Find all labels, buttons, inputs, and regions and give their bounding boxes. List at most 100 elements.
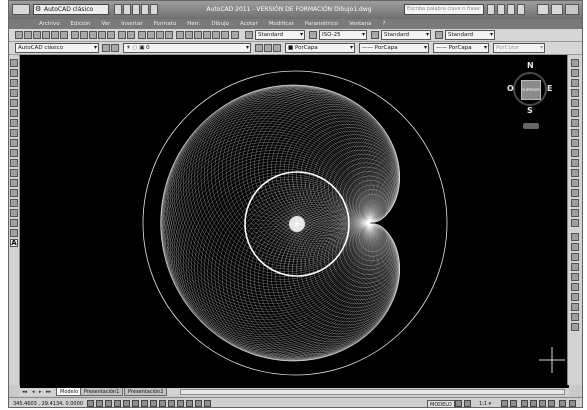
maximize-button[interactable] [551, 4, 563, 15]
tab-nav-next[interactable]: ▸ [39, 389, 42, 395]
block-editor-icon[interactable] [107, 31, 115, 39]
search-icon[interactable] [487, 4, 495, 15]
lineweight-select[interactable]: —— PorCapa [433, 43, 489, 53]
qnew-icon[interactable] [114, 4, 122, 15]
spline-icon[interactable] [10, 139, 18, 147]
dynamic-input-icon[interactable] [168, 400, 175, 407]
zoom-window-icon[interactable] [156, 31, 164, 39]
snap-perpendicular-icon[interactable] [571, 303, 579, 311]
dim-style-select[interactable]: ISO-25 [319, 30, 367, 40]
open-icon[interactable] [24, 31, 32, 39]
viewcube-west[interactable]: O [507, 84, 514, 93]
menu-item-ver[interactable]: Ver [101, 21, 111, 27]
trim-icon[interactable] [571, 149, 579, 157]
layer-states-icon[interactable] [273, 44, 281, 52]
menu-item-modificar[interactable]: Modificar [268, 21, 294, 27]
new-icon[interactable] [15, 31, 23, 39]
drawing-canvas[interactable] [20, 55, 569, 388]
ellipse-arc-icon[interactable] [10, 159, 18, 167]
snap-tangent-icon[interactable] [571, 293, 579, 301]
hardware-acceleration-icon[interactable] [539, 400, 546, 407]
rectangle-icon[interactable] [10, 99, 18, 107]
menu-item-parametrico[interactable]: Paramétrico [304, 21, 339, 27]
break-icon[interactable] [571, 179, 579, 187]
polygon-icon[interactable] [10, 89, 18, 97]
menu-item-ayuda[interactable]: ? [382, 21, 386, 27]
make-current-layer-icon[interactable] [255, 44, 263, 52]
snap-quadrant-icon[interactable] [571, 283, 579, 291]
isolate-objects-icon[interactable] [548, 400, 555, 407]
communication-center-icon[interactable] [497, 4, 505, 15]
snap-from-icon[interactable] [571, 233, 579, 241]
infer-constraints-icon[interactable] [87, 400, 94, 407]
lineweight-icon[interactable] [177, 400, 184, 407]
ortho-mode-icon[interactable] [114, 400, 121, 407]
undo-icon[interactable] [141, 4, 149, 15]
tab-nav-last[interactable]: ▸▸ [46, 389, 52, 395]
annotation-scale[interactable]: 1:1 ▾ [479, 401, 492, 407]
publish-icon[interactable] [60, 31, 68, 39]
rotate-icon[interactable] [571, 119, 579, 127]
region-icon[interactable] [10, 219, 18, 227]
pan-icon[interactable] [138, 31, 146, 39]
quick-properties-icon[interactable] [195, 400, 202, 407]
move-icon[interactable] [571, 109, 579, 117]
snap-endpoint-icon[interactable] [571, 243, 579, 251]
revision-cloud-icon[interactable] [10, 129, 18, 137]
table-icon[interactable] [10, 229, 18, 237]
offset-icon[interactable] [571, 89, 579, 97]
coordinates-readout[interactable]: 345.4603 , 29.4134, 0.0000 [13, 401, 83, 407]
make-block-icon[interactable] [10, 179, 18, 187]
insert-block-icon[interactable] [10, 169, 18, 177]
help-icon[interactable] [231, 31, 239, 39]
mleader-style-select[interactable]: Standard [445, 30, 495, 40]
viewcube[interactable]: N S E O SUPERIOR [507, 59, 555, 133]
plot-icon[interactable] [42, 31, 50, 39]
viewcube-face-top[interactable]: SUPERIOR [521, 80, 541, 100]
redo-icon[interactable] [127, 31, 135, 39]
3d-object-snap-icon[interactable] [141, 400, 148, 407]
tool-palettes-icon[interactable] [194, 31, 202, 39]
fillet-icon[interactable] [571, 209, 579, 217]
line-icon[interactable] [10, 59, 18, 67]
color-select[interactable]: ■ PorCapa [285, 43, 355, 53]
viewcube-east[interactable]: E [547, 84, 553, 93]
annotation-visibility-icon[interactable] [501, 400, 508, 407]
lock-icon[interactable] [530, 400, 537, 407]
gradient-icon[interactable] [10, 209, 18, 217]
paste-icon[interactable] [89, 31, 97, 39]
viewcube-south[interactable]: S [527, 106, 533, 115]
favorites-icon[interactable] [507, 4, 515, 15]
scale-icon[interactable] [571, 129, 579, 137]
stretch-icon[interactable] [571, 139, 579, 147]
chamfer-icon[interactable] [571, 199, 579, 207]
quick-view-layouts-icon[interactable] [455, 400, 462, 407]
polyline-icon[interactable] [10, 79, 18, 87]
quick-view-drawings-icon[interactable] [464, 400, 471, 407]
tab-presentacion2[interactable]: Presentación2 [124, 388, 168, 396]
menu-item-insertar[interactable]: Insertar [121, 21, 143, 27]
join-icon[interactable] [571, 189, 579, 197]
viewcube-compass-ring[interactable] [513, 72, 547, 106]
workspace-select[interactable]: AutoCAD clásico [15, 43, 99, 53]
explode-icon[interactable] [571, 219, 579, 227]
application-menu-button[interactable] [12, 4, 30, 15]
viewcube-north[interactable]: N [527, 61, 534, 70]
save-icon[interactable] [33, 31, 41, 39]
menu-item-edicion[interactable]: Edición [70, 21, 91, 27]
markup-icon[interactable] [212, 31, 220, 39]
linetype-select[interactable]: —— PorCapa [359, 43, 429, 53]
extend-icon[interactable] [571, 159, 579, 167]
properties-icon[interactable] [176, 31, 184, 39]
snap-intersection-icon[interactable] [571, 263, 579, 271]
redo-icon[interactable] [150, 4, 158, 15]
construction-line-icon[interactable] [10, 69, 18, 77]
undo-icon[interactable] [118, 31, 126, 39]
arc-icon[interactable] [10, 109, 18, 117]
mirror-icon[interactable] [571, 79, 579, 87]
close-button[interactable] [565, 4, 579, 15]
ellipse-icon[interactable] [10, 149, 18, 157]
layer-select[interactable]: ☀ ◌ ▣ 0 [123, 43, 251, 53]
workspace-settings-icon[interactable] [102, 44, 110, 52]
tab-modelo[interactable]: Modelo [56, 388, 83, 396]
